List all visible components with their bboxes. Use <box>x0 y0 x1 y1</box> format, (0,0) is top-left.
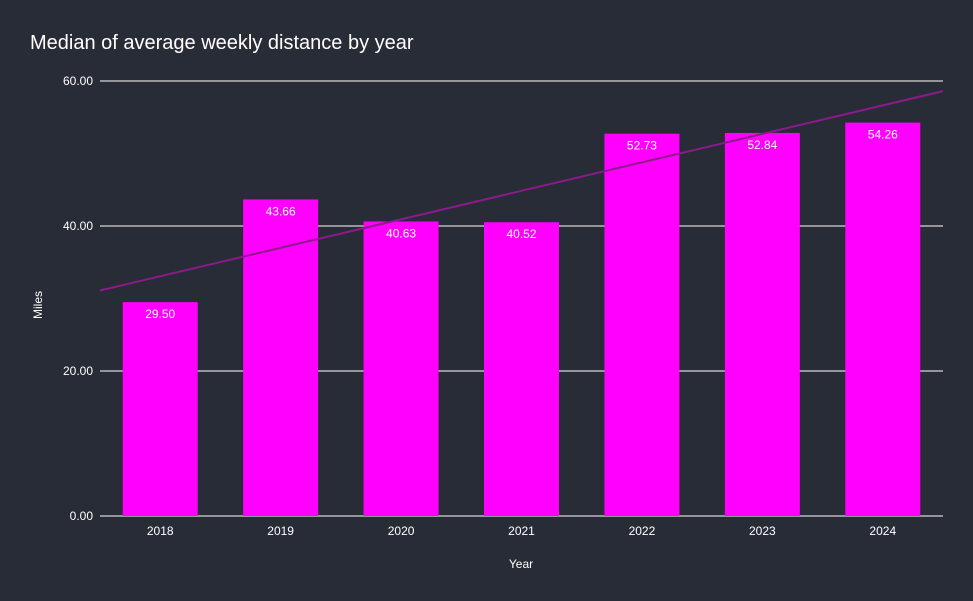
y-axis-label: Miles <box>31 291 45 319</box>
bar-value-label: 52.84 <box>747 138 777 152</box>
y-tick-labels: 0.00 20.00 40.00 60.00 <box>63 74 93 523</box>
bar <box>243 199 319 516</box>
bar <box>845 122 921 517</box>
bar <box>122 302 198 516</box>
trendline-layer <box>99 90 944 292</box>
bar-value-label: 52.73 <box>627 139 657 153</box>
trendline <box>99 90 944 292</box>
y-tick-label: 60.00 <box>63 74 93 88</box>
bar-value-label: 29.50 <box>145 307 175 321</box>
bar <box>363 221 439 516</box>
x-tick-label: 2022 <box>629 524 656 538</box>
y-tick-label: 0.00 <box>70 509 94 523</box>
bar <box>724 132 800 516</box>
x-tick-label: 2023 <box>749 524 776 538</box>
bar-value-label: 43.66 <box>266 204 296 218</box>
bar-value-label: 40.52 <box>506 227 536 241</box>
bar-value-label: 40.63 <box>386 226 416 240</box>
bar-value-label: 54.26 <box>868 128 898 142</box>
y-tick-label: 20.00 <box>63 364 93 378</box>
x-tick-label: 2019 <box>267 524 294 538</box>
x-tick-labels: 2018 2019 2020 2021 2022 2023 2024 <box>147 524 897 538</box>
x-tick-label: 2018 <box>147 524 174 538</box>
bar <box>484 222 559 517</box>
y-tick-label: 40.00 <box>63 219 93 233</box>
x-tick-label: 2021 <box>508 524 535 538</box>
x-axis-label: Year <box>509 557 533 571</box>
bar <box>604 133 680 516</box>
bar-value-labels: 29.50 43.66 40.63 40.52 52.73 52.84 54.26 <box>145 128 898 322</box>
x-tick-label: 2024 <box>869 524 896 538</box>
x-tick-label: 2020 <box>388 524 415 538</box>
bars <box>122 122 921 517</box>
chart-title: Median of average weekly distance by yea… <box>30 32 414 54</box>
